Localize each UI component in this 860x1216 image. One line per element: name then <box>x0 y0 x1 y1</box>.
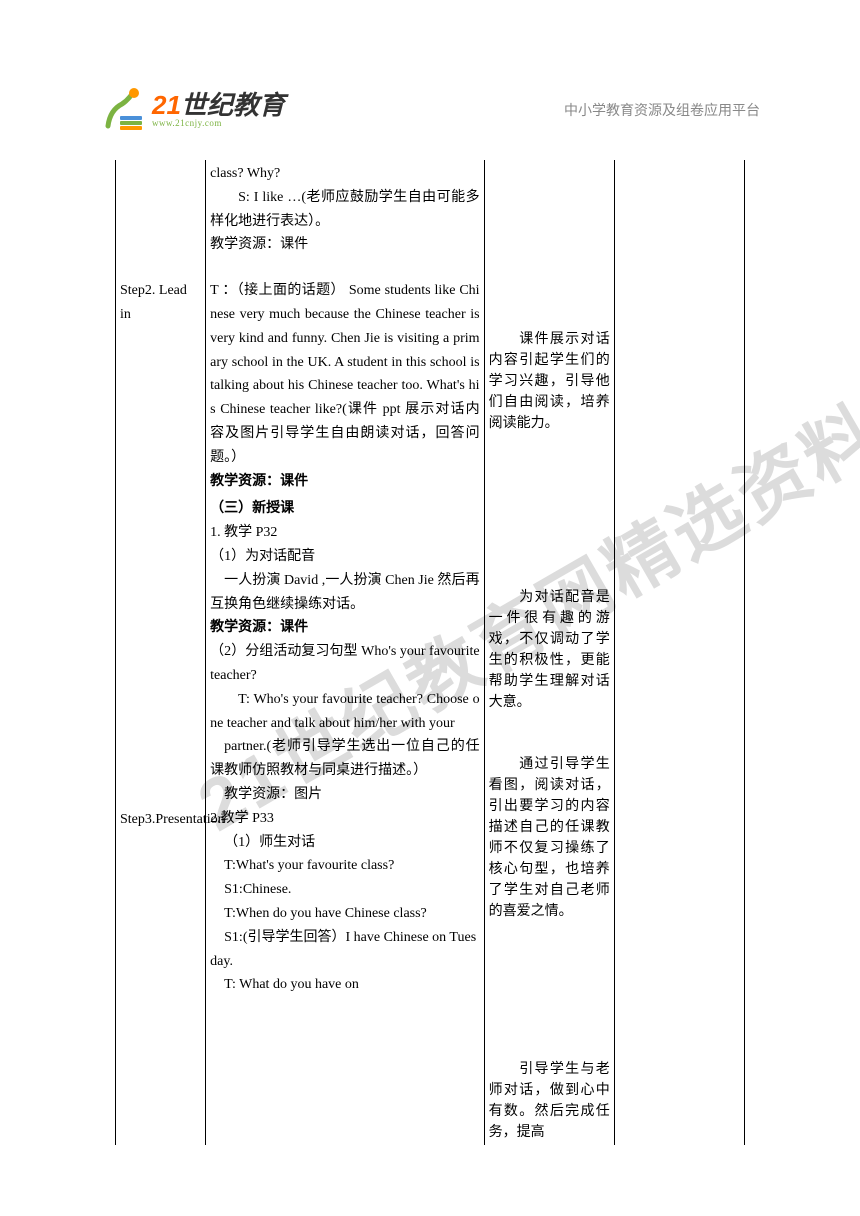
logo-title: 21世纪教育 <box>152 92 285 118</box>
lesson-table: class? Why?S: I like …(老师应鼓励学生自由可能多样化地进行… <box>115 160 745 1145</box>
content-cell: T ：（接上面的话题） Some students like Chinese v… <box>206 277 484 495</box>
extra-cell <box>614 160 744 1145</box>
note-cell: 为对话配音是一件很有趣的游戏，不仅调动了学生的积极性，更能帮助学生理解对话大意。… <box>484 495 614 1145</box>
content-cell: （三）新授课1. 教学 P32（1）为对话配音一人扮演 David ,一人扮演 … <box>206 495 484 1145</box>
step-cell: Step2. Lead in <box>116 277 206 495</box>
content-cell: class? Why?S: I like …(老师应鼓励学生自由可能多样化地进行… <box>206 160 484 277</box>
logo: 21世纪教育 www.21cnjy.com <box>100 86 285 134</box>
logo-text: 21世纪教育 www.21cnjy.com <box>152 92 285 128</box>
note-cell <box>484 160 614 277</box>
page-header: 21世纪教育 www.21cnjy.com 中小学教育资源及组卷应用平台 <box>0 70 860 150</box>
step-cell <box>116 160 206 277</box>
main-content: class? Why?S: I like …(老师应鼓励学生自由可能多样化地进行… <box>115 160 745 1145</box>
logo-icon <box>100 86 148 134</box>
header-subtitle: 中小学教育资源及组卷应用平台 <box>564 100 760 120</box>
step-cell: Step3.Presentation <box>116 495 206 1145</box>
note-cell: 课件展示对话内容引起学生们的学习兴趣，引导他们自由阅读，培养阅读能力。 <box>484 277 614 495</box>
